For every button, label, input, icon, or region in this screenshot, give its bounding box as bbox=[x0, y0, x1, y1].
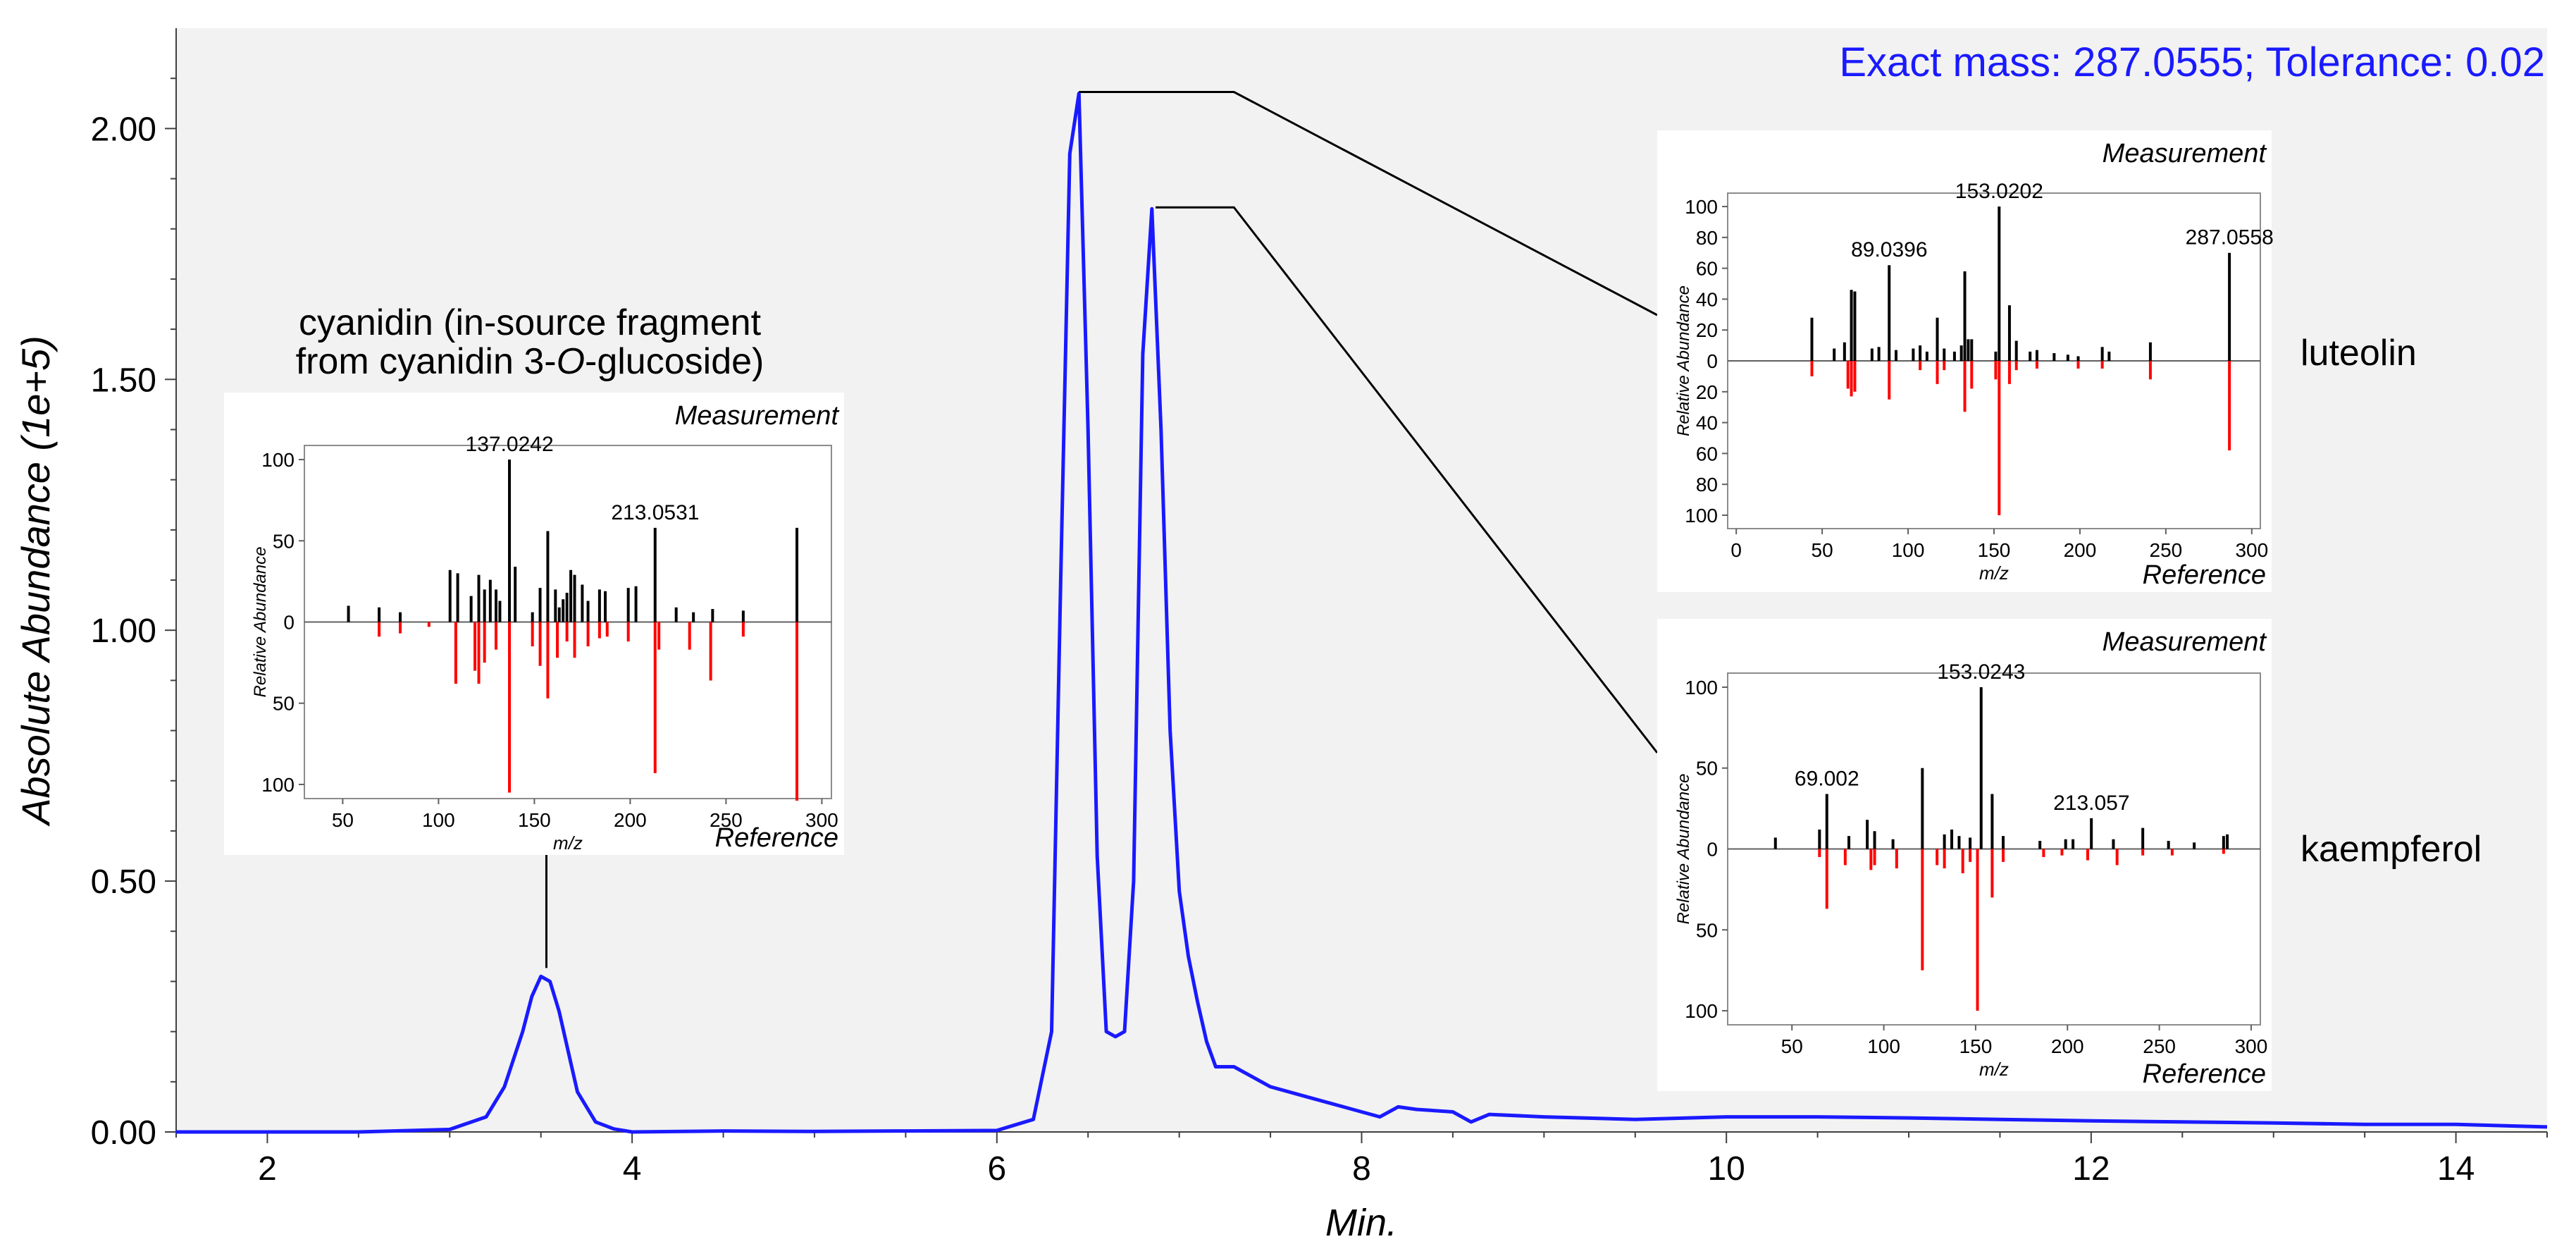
inset-x-tick-label: 300 bbox=[2235, 1035, 2268, 1057]
inset-x-tick-label: 200 bbox=[2064, 539, 2097, 561]
inset-x-label: m/z bbox=[1979, 562, 2009, 584]
cyanidin-label-line1: cyanidin (in-source fragment bbox=[299, 302, 762, 343]
cyanidin-label-line2: from cyanidin 3-O-glucoside) bbox=[296, 341, 764, 382]
inset-x-tick-label: 300 bbox=[805, 809, 838, 831]
inset-x-tick-label: 100 bbox=[1892, 539, 1925, 561]
inset-peak-label: 287.0558 bbox=[2186, 226, 2274, 250]
inset-y-tick-label: 40 bbox=[1696, 412, 1718, 434]
chart-title: Exact mass: 287.0555; Tolerance: 0.02 bbox=[1839, 39, 2545, 85]
inset-cyanidin: 50 100 150 200 250 300 50 100 50 100 0 137.0242 213.… bbox=[224, 393, 844, 855]
y-tick-label: 1.00 bbox=[91, 612, 156, 650]
luteolin-connector bbox=[1079, 91, 1658, 316]
inset-peak-label: 69.002 bbox=[1795, 767, 1859, 790]
cyanidin-label-line2-suffix: -glucoside) bbox=[585, 341, 764, 382]
kaempferol-label: kaempferol bbox=[2301, 829, 2482, 870]
inset-y-tick-label: 100 bbox=[261, 449, 295, 471]
inset-peak-label: 213.057 bbox=[2053, 792, 2129, 815]
inset-peak-label: 153.0202 bbox=[1955, 180, 2043, 203]
inset-measurement-label: Measurement bbox=[2103, 139, 2267, 168]
inset-peak-label: 89.0396 bbox=[1851, 238, 1927, 261]
inset-x-tick-label: 200 bbox=[614, 809, 647, 831]
inset-x-tick-label: 0 bbox=[1730, 539, 1742, 561]
inset-y-tick-label: 100 bbox=[1685, 1000, 1718, 1022]
inset-x-tick-label: 50 bbox=[1812, 539, 1833, 561]
inset-x-tick-label: 100 bbox=[422, 809, 455, 831]
inset-x-tick-label: 150 bbox=[518, 809, 551, 831]
inset-y-tick-label: 50 bbox=[1696, 758, 1718, 780]
inset-y-tick-label: 50 bbox=[273, 693, 295, 715]
chromatogram-trace bbox=[176, 92, 2548, 1134]
inset-y-tick-label: 50 bbox=[273, 530, 295, 552]
inset-x-tick-label: 100 bbox=[1867, 1035, 1900, 1057]
inset-y-tick-label: 100 bbox=[261, 774, 295, 796]
inset-x-tick-label: 250 bbox=[710, 809, 743, 831]
x-tick-label: 6 bbox=[987, 1150, 1006, 1188]
inset-zero-label: 0 bbox=[1707, 839, 1718, 861]
connector-lines bbox=[545, 91, 1659, 968]
inset-y-tick-label: 100 bbox=[1685, 677, 1718, 698]
inset-x-tick-label: 150 bbox=[1978, 539, 2011, 561]
inset-y-tick-label: 50 bbox=[1696, 919, 1718, 941]
inset-background bbox=[1657, 619, 2272, 1091]
inset-y-tick-label: 60 bbox=[1696, 443, 1718, 464]
inset-y-tick-label: 80 bbox=[1696, 227, 1718, 249]
inset-x-tick-label: 50 bbox=[332, 809, 354, 831]
inset-y-tick-label: 100 bbox=[1685, 196, 1718, 218]
main-axes: 2 4 6 8 10 12 14 0.00 0.50 1.00 1.50 2.00 bbox=[91, 28, 2548, 1188]
inset-x-tick-label: 200 bbox=[2051, 1035, 2084, 1057]
inset-zero-label: 0 bbox=[1707, 350, 1718, 372]
y-tick-label: 0.00 bbox=[91, 1114, 156, 1152]
inset-y-tick-label: 80 bbox=[1696, 474, 1718, 495]
inset-x-label: m/z bbox=[553, 832, 583, 854]
inset-y-tick-label: 40 bbox=[1696, 288, 1718, 310]
x-tick-label: 8 bbox=[1352, 1150, 1371, 1188]
kaempferol-connector bbox=[1156, 206, 1659, 753]
x-tick-label: 2 bbox=[258, 1150, 277, 1188]
inset-kaempferol: 50 100 150 200 250 300 50 100 50 100 0 69.002 153.02… bbox=[1657, 619, 2272, 1091]
x-tick-label: 14 bbox=[2437, 1150, 2475, 1188]
x-axis-label: Min. bbox=[1325, 1202, 1397, 1244]
inset-x-label: m/z bbox=[1979, 1059, 2009, 1080]
inset-x-tick-label: 250 bbox=[2143, 1035, 2176, 1057]
inset-y-tick-label: 20 bbox=[1696, 381, 1718, 403]
inset-y-tick-label: 100 bbox=[1685, 505, 1718, 527]
luteolin-label: luteolin bbox=[2301, 333, 2417, 374]
inset-y-tick-label: 20 bbox=[1696, 319, 1718, 341]
inset-x-tick-label: 250 bbox=[2150, 539, 2183, 561]
y-tick-label: 1.50 bbox=[91, 362, 156, 399]
inset-y-label: Relative Abundance bbox=[1674, 285, 1693, 436]
inset-peak-label: 137.0242 bbox=[466, 433, 554, 456]
x-tick-label: 12 bbox=[2072, 1150, 2110, 1188]
inset-x-tick-label: 300 bbox=[2235, 539, 2268, 561]
inset-measurement-label: Measurement bbox=[2103, 627, 2267, 657]
inset-reference-label: Reference bbox=[715, 823, 838, 853]
x-tick-label: 10 bbox=[1707, 1150, 1745, 1188]
inset-measurement-label: Measurement bbox=[675, 401, 840, 431]
inset-y-label: Relative Abundance bbox=[1674, 774, 1693, 925]
inset-x-tick-label: 150 bbox=[1959, 1035, 1993, 1057]
inset-peak-label: 153.0243 bbox=[1937, 660, 2025, 684]
y-tick-label: 2.00 bbox=[91, 111, 156, 148]
y-tick-label: 0.50 bbox=[91, 863, 156, 901]
cyanidin-label-line2-italic: O bbox=[557, 341, 585, 382]
inset-background bbox=[224, 393, 844, 855]
inset-x-tick-label: 50 bbox=[1781, 1035, 1803, 1057]
x-tick-label: 4 bbox=[623, 1150, 642, 1188]
y-axis-label: Absolute Abundance (1e+5) bbox=[13, 335, 58, 827]
inset-reference-label: Reference bbox=[2143, 560, 2266, 590]
inset-zero-label: 0 bbox=[283, 612, 295, 634]
inset-y-label: Relative Abundance bbox=[251, 547, 270, 698]
inset-luteolin: 0 50 100 150 200 250 300 20 40 60 80 100 20 40 60 80 100… bbox=[1657, 130, 2274, 592]
cyanidin-label-line2-prefix: from cyanidin 3- bbox=[296, 341, 557, 382]
inset-peak-label: 213.0531 bbox=[611, 501, 699, 524]
inset-reference-label: Reference bbox=[2143, 1059, 2266, 1089]
inset-y-tick-label: 60 bbox=[1696, 258, 1718, 280]
